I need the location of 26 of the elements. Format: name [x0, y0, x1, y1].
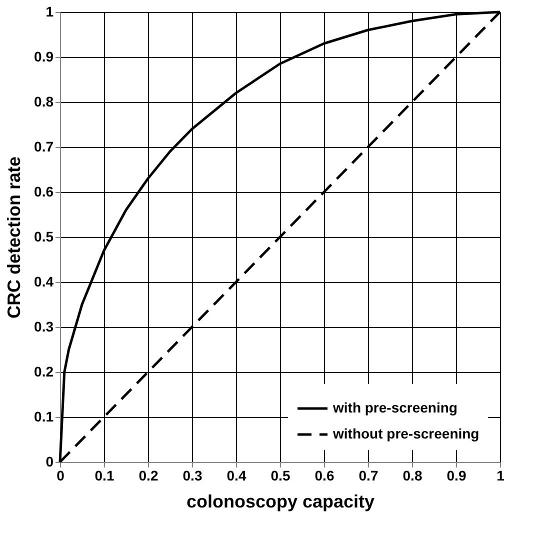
x-tick-label: 0.6 — [314, 468, 334, 484]
x-tick-label: 0.7 — [358, 468, 378, 484]
y-tick-label: 0 — [46, 454, 54, 470]
y-tick-label: 0.7 — [34, 138, 54, 154]
y-tick-label: 0.3 — [34, 318, 54, 334]
x-tick-label: 0.9 — [446, 468, 466, 484]
y-tick-label: 0.1 — [34, 408, 54, 424]
y-tick-label: 0.9 — [34, 48, 54, 64]
y-tick-label: 0.4 — [34, 274, 54, 290]
y-axis-title: CRC detection rate — [4, 156, 24, 319]
x-tick-label: 0.3 — [182, 468, 202, 484]
y-tick-label: 0.8 — [34, 94, 54, 110]
y-tick-label: 1 — [46, 4, 54, 20]
y-tick-label: 0.2 — [34, 364, 54, 380]
x-tick-label: 0.2 — [138, 468, 158, 484]
legend-label: without pre-screening — [332, 426, 480, 442]
x-tick-label: 0 — [56, 468, 65, 484]
y-tick-label: 0.6 — [34, 184, 54, 200]
x-tick-label: 0.5 — [270, 468, 290, 484]
x-axis-title: colonoscopy capacity — [186, 492, 375, 512]
y-tick-label: 0.5 — [34, 228, 54, 244]
legend-label: with pre-screening — [332, 400, 458, 416]
x-tick-label: 0.1 — [94, 468, 114, 484]
x-tick-label: 1 — [496, 468, 505, 484]
x-tick-label: 0.4 — [226, 468, 246, 484]
x-tick-label: 0.8 — [402, 468, 422, 484]
